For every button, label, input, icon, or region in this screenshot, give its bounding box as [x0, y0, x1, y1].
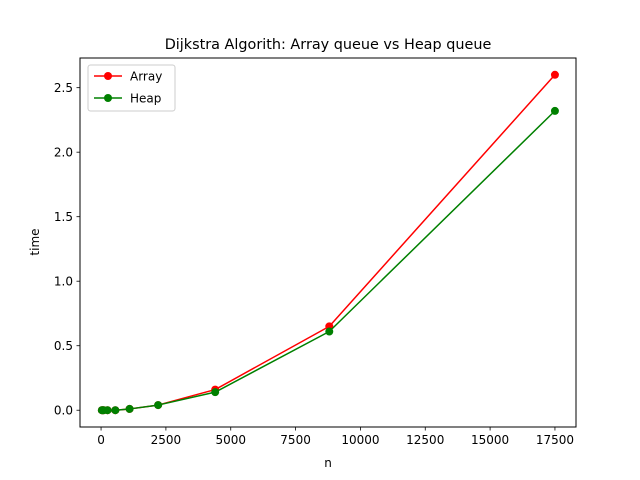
x-tick-label: 0 — [97, 433, 105, 447]
data-point-heap — [103, 406, 112, 415]
data-point-heap — [325, 327, 334, 336]
data-point-array — [550, 70, 559, 79]
data-point-heap — [111, 406, 120, 415]
x-axis-label: n — [324, 456, 332, 470]
data-point-heap — [154, 401, 163, 410]
chart-title: Dijkstra Algorith: Array queue vs Heap q… — [165, 37, 492, 53]
x-tick-label: 17500 — [536, 433, 574, 447]
x-tick-label: 10000 — [341, 433, 379, 447]
legend: Array Heap — [87, 64, 176, 112]
y-axis: 0.0 0.5 1.0 1.5 2.0 2.5 — [54, 81, 80, 418]
legend-marker-array — [104, 72, 112, 80]
x-tick-label: 12500 — [406, 433, 444, 447]
legend-label-heap: Heap — [130, 91, 161, 105]
x-tick-label: 7500 — [280, 433, 311, 447]
y-tick-label: 1.0 — [54, 275, 73, 289]
y-tick-label: 0.0 — [54, 404, 73, 418]
data-point-heap — [211, 388, 220, 397]
legend-label-array: Array — [130, 69, 162, 83]
y-tick-label: 1.5 — [54, 210, 73, 224]
data-point-heap — [125, 404, 134, 413]
x-tick-label: 15000 — [471, 433, 509, 447]
x-tick-label: 5000 — [215, 433, 246, 447]
y-axis-label: time — [28, 228, 42, 255]
plot-area — [97, 70, 559, 415]
y-tick-label: 2.5 — [54, 81, 73, 95]
y-tick-label: 2.0 — [54, 145, 73, 159]
legend-marker-heap — [104, 94, 112, 102]
x-axis: 0 2500 5000 7500 10000 12500 15000 17500 — [97, 427, 574, 447]
data-point-heap — [550, 106, 559, 115]
y-tick-label: 0.5 — [54, 339, 73, 353]
x-tick-label: 2500 — [151, 433, 182, 447]
plot-frame — [79, 57, 577, 428]
